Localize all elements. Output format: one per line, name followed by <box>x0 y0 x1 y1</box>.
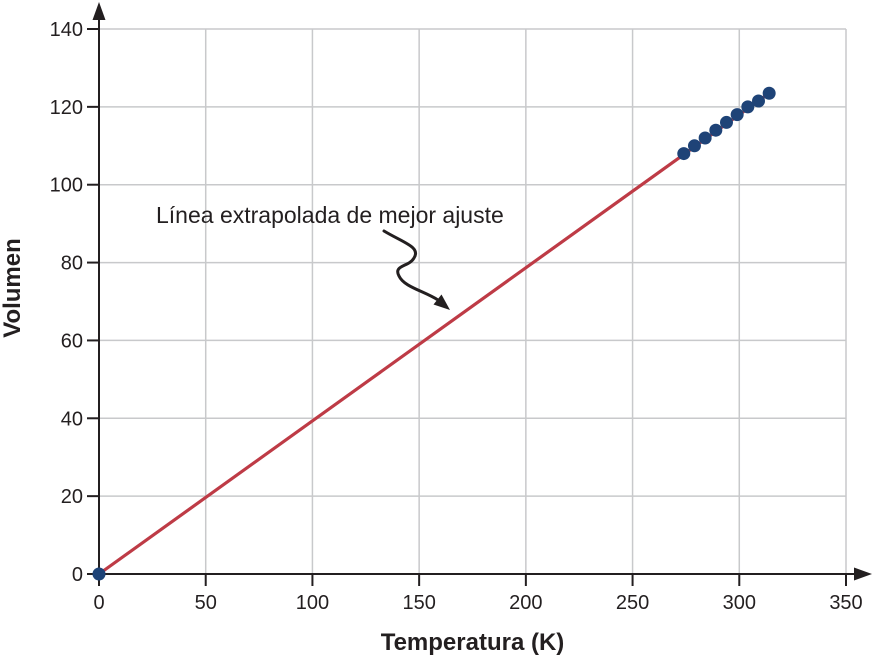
x-tick-label: 100 <box>296 592 329 614</box>
best-fit-line-annotation: Línea extrapolada de mejor ajuste <box>156 202 504 228</box>
tick-labels: 0 50 100 150 200 250 300 350 0 20 40 60 80 100 120 140 <box>50 19 863 614</box>
x-axis-title: Temperatura (K) <box>380 629 565 656</box>
data-point <box>741 100 755 114</box>
x-tick-label: 250 <box>616 592 649 614</box>
x-tick-label: 350 <box>829 592 862 614</box>
data-point <box>730 108 744 122</box>
y-axis-title: Volumen <box>0 238 26 338</box>
x-tick-label: 50 <box>195 592 217 614</box>
data-point <box>719 115 733 129</box>
y-tick-label: 20 <box>61 486 83 508</box>
x-tick-label: 300 <box>723 592 756 614</box>
data-point <box>762 86 776 100</box>
data-point <box>687 139 701 153</box>
x-tick-label: 150 <box>402 592 435 614</box>
annotation-arrow <box>382 229 450 310</box>
data-point <box>698 131 712 145</box>
x-axis-arrowhead <box>854 567 872 581</box>
y-tick-label: 100 <box>50 175 83 197</box>
annotation-arrowhead <box>433 294 450 310</box>
data-point <box>92 567 106 581</box>
x-tick-label: 0 <box>93 592 104 614</box>
data-point <box>751 94 765 108</box>
data-points <box>92 86 776 581</box>
y-axis-arrowhead <box>92 2 106 20</box>
y-tick-label: 0 <box>72 564 83 586</box>
x-tick-label: 200 <box>509 592 542 614</box>
y-tick-label: 60 <box>61 330 83 352</box>
axes <box>92 2 872 581</box>
data-point <box>709 123 723 137</box>
best-fit-line <box>97 91 771 576</box>
y-tick-label: 140 <box>50 19 83 41</box>
data-point <box>677 147 691 161</box>
y-tick-label: 120 <box>50 97 83 119</box>
y-tick-label: 80 <box>61 253 83 275</box>
y-tick-label: 40 <box>61 408 83 430</box>
